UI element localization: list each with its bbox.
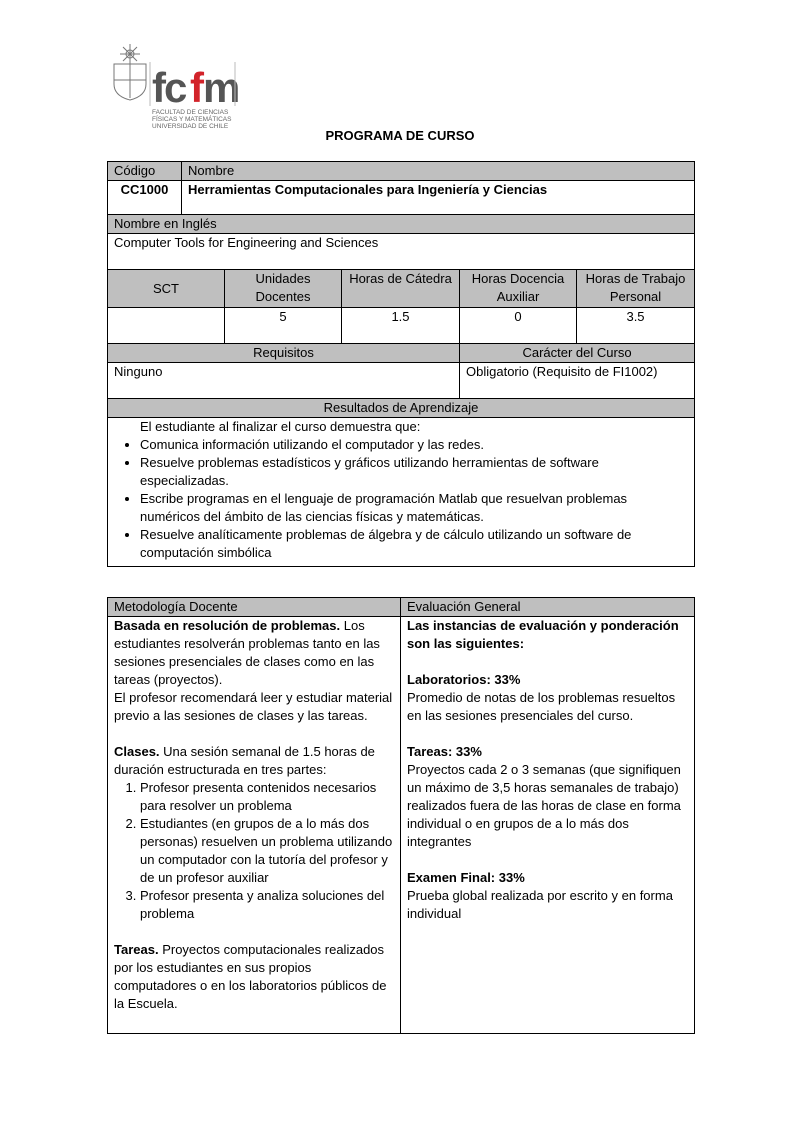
clases-text: Una sesión semanal de 1.5 horas de durac…	[114, 744, 375, 777]
svg-text:UNIVERSIDAD DE CHILE: UNIVERSIDAD DE CHILE	[152, 123, 229, 130]
horas-catedra-value: 1.5	[341, 307, 460, 344]
evaluacion-intro: Las instancias de evaluación y ponderaci…	[407, 618, 679, 651]
resultado-item: Escribe programas en el lenguaje de prog…	[140, 490, 688, 526]
svg-text:m: m	[203, 64, 240, 111]
eval-item-title: Laboratorios: 33%	[407, 672, 521, 687]
evaluacion-body: Las instancias de evaluación y ponderaci…	[400, 616, 695, 1034]
clases-bold: Clases.	[114, 744, 160, 759]
eval-item-title: Examen Final: 33%	[407, 870, 525, 885]
eval-item-text: Proyectos cada 2 o 3 semanas (que signif…	[407, 762, 681, 849]
horas-catedra-header: Horas de Cátedra	[341, 269, 460, 308]
sct-value	[107, 307, 225, 344]
clases-step: Estudiantes (en grupos de a lo más dos p…	[140, 815, 394, 887]
metodologia-p2: El profesor recomendará leer y estudiar …	[114, 690, 393, 723]
eval-item-text: Promedio de notas de los problemas resue…	[407, 690, 676, 723]
horas-personal-header: Horas de Trabajo Personal	[575, 269, 696, 308]
metodologia-p1-bold: Basada en resolución de problemas.	[114, 618, 341, 633]
resultados-body: El estudiante al finalizar el curso demu…	[106, 417, 696, 567]
resultados-intro: El estudiante al finalizar el curso demu…	[140, 419, 421, 434]
caracter-value: Obligatorio (Requisito de FI1002)	[458, 362, 696, 399]
course-info-table: Código Nombre CC1000 Herramientas Comput…	[106, 161, 696, 567]
metodologia-label: Metodología Docente	[107, 597, 401, 617]
resultados-list: Comunica información utilizando el compu…	[114, 436, 688, 562]
course-code: CC1000	[107, 180, 182, 215]
course-name: Herramientas Computacionales para Ingeni…	[180, 180, 696, 215]
codigo-label: Código	[107, 161, 182, 181]
eval-item-text: Prueba global realizada por escrito y en…	[407, 888, 673, 921]
sct-header: SCT	[107, 269, 225, 308]
horas-personal-value: 3.5	[575, 307, 696, 344]
clases-step: Profesor presenta contenidos necesarios …	[140, 779, 394, 815]
metodologia-p1: Los estudiantes resolverán problemas tan…	[114, 618, 380, 687]
document-title: PROGRAMA DE CURSO	[325, 128, 475, 143]
svg-text:fc: fc	[152, 64, 187, 111]
evaluacion-label: Evaluación General	[400, 597, 695, 617]
eval-item-title: Tareas: 33%	[407, 744, 482, 759]
english-name: Computer Tools for Engineering and Scien…	[106, 233, 696, 270]
clases-steps: Profesor presenta contenidos necesarios …	[114, 779, 394, 923]
nombre-label: Nombre	[180, 161, 696, 181]
tareas-text: Proyectos computacionales realizados por…	[114, 942, 387, 1011]
unidades-docentes-header: Unidades Docentes	[224, 269, 342, 308]
svg-text:FACULTAD DE CIENCIAS: FACULTAD DE CIENCIAS	[152, 109, 229, 116]
english-name-label: Nombre en Inglés	[106, 214, 696, 234]
caracter-label: Carácter del Curso	[458, 343, 696, 363]
horas-auxiliar-value: 0	[459, 307, 577, 344]
svg-text:f: f	[190, 64, 205, 111]
metodologia-body: Basada en resolución de problemas. Los e…	[107, 616, 401, 1034]
fcfm-logo: fc f m FACULTAD DE CIENCIAS FÍSICAS Y MA…	[110, 44, 250, 130]
horas-auxiliar-header: Horas Docencia Auxiliar	[459, 269, 577, 308]
unidades-docentes-value: 5	[224, 307, 342, 344]
requisitos-value: Ninguno	[107, 362, 460, 399]
requisitos-label: Requisitos	[107, 343, 460, 363]
svg-text:FÍSICAS Y MATEMÁTICAS: FÍSICAS Y MATEMÁTICAS	[152, 114, 232, 123]
methodology-table: Metodología Docente Evaluación General B…	[107, 597, 695, 1034]
resultado-item: Comunica información utilizando el compu…	[140, 436, 688, 454]
university-seal-icon: fc f m FACULTAD DE CIENCIAS FÍSICAS Y MA…	[113, 44, 240, 130]
clases-step: Profesor presenta y analiza soluciones d…	[140, 887, 394, 923]
resultado-item: Resuelve analíticamente problemas de álg…	[140, 526, 688, 562]
resultado-item: Resuelve problemas estadísticos y gráfic…	[140, 454, 688, 490]
tareas-bold: Tareas.	[114, 942, 159, 957]
resultados-label: Resultados de Aprendizaje	[106, 398, 696, 418]
